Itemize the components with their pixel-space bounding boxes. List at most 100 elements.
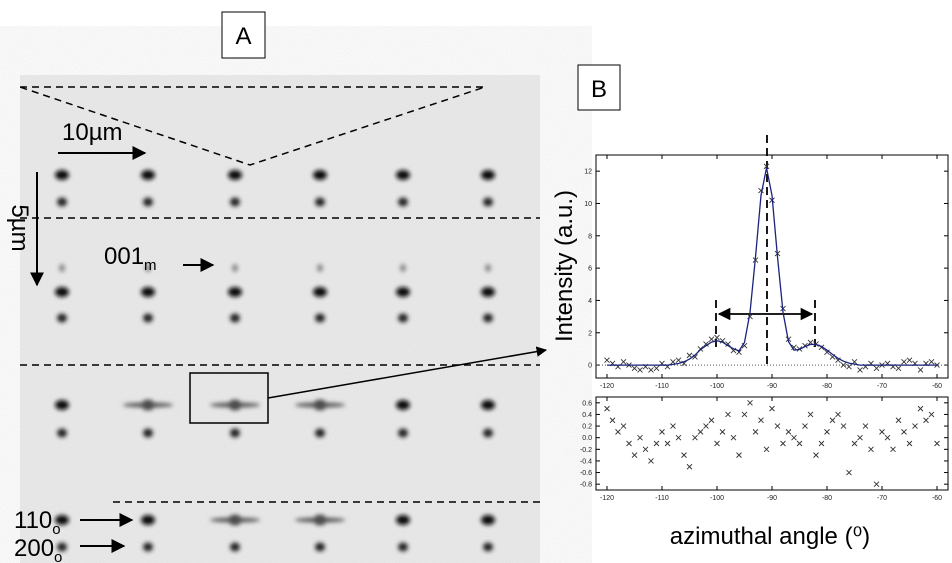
data-point [648,367,654,373]
data-point [873,365,880,372]
x-tick-label: -80 [822,495,832,502]
data-point [928,359,935,365]
data-point [758,417,764,424]
spot [141,170,155,180]
y-tick-label: 0.2 [582,424,592,431]
spot [481,287,495,297]
spot [483,313,493,323]
data-point [648,458,654,464]
y-tick-label: 0 [588,363,592,370]
y-tick-label: 8 [588,233,592,240]
spot [57,197,67,207]
x-tick-label: -60 [932,495,942,502]
y-tick-label: -0.4 [580,458,592,465]
data-point [681,452,687,458]
data-point [714,334,720,341]
spot [55,515,69,525]
spot [481,515,495,525]
data-point [730,434,737,441]
spot [57,542,67,552]
x-tick-label: -110 [655,495,669,502]
x-tick-label: -70 [877,383,887,390]
x-axis-label: azimuthal angle (⁰) [670,523,870,550]
data-point [752,429,759,435]
x-tick-label: -100 [710,495,724,502]
x-tick-label: -120 [600,383,614,390]
y-tick-label: 12 [584,169,592,176]
data-point [829,417,836,424]
spot [141,515,155,525]
spot [55,287,69,297]
spot [313,170,327,180]
data-point [725,411,731,418]
data-point [824,429,830,435]
data-point [631,365,638,372]
spot [228,170,242,180]
data-point [890,446,896,453]
y-tick-label: -0.6 [580,470,592,477]
data-point [675,357,682,364]
streak [210,402,260,408]
x-tick-label: -70 [877,495,887,502]
data-point [686,352,693,359]
streak [123,402,173,408]
spot [230,428,240,438]
panel-label: A [235,23,251,50]
y-axis-label: Intensity (a.u.) [551,190,578,342]
fit-line [607,167,937,366]
streak [210,517,260,523]
data-point [917,367,924,373]
spot [398,197,408,207]
data-point [802,423,808,429]
data-point [895,417,902,424]
data-point [906,357,913,364]
data-point [670,423,676,429]
data-point [796,440,803,447]
y-tick-label: 0.6 [582,400,592,407]
streak [295,402,345,408]
data-point [857,434,863,441]
panel-label-box [577,64,621,111]
data-point [917,405,924,412]
data-point [615,429,621,435]
data-point [818,440,825,447]
data-point [835,411,841,418]
spot [232,264,238,272]
spot [57,428,67,438]
data-point [824,349,830,355]
x-tick-label: -100 [710,383,724,390]
data-point [901,359,907,365]
spot [315,428,325,438]
data-point [626,440,632,447]
data-point [846,469,852,476]
y-tick-label: 4 [588,298,592,305]
data-point [763,163,770,170]
peak-label: 110o [14,507,61,538]
spot [398,428,408,438]
data-point [923,417,929,424]
data-point [840,423,847,429]
data-point [928,411,935,418]
data-point [873,481,880,488]
data-point [692,434,698,441]
data-point [895,365,902,372]
scale-x: 10µm [62,119,123,146]
spot [143,313,153,323]
data-point [604,357,610,364]
spot [481,400,495,410]
y-tick-label: 2 [588,330,592,337]
data-point [703,341,709,347]
y-tick-label: 10 [584,201,592,208]
data-point [741,411,748,418]
data-point [934,440,940,447]
y-tick-label: 6 [588,266,592,273]
data-point [857,367,863,373]
spot [483,197,493,207]
spot [228,287,242,297]
data-point [813,452,819,458]
spot [57,313,67,323]
spot [55,170,69,180]
data-point [769,405,775,412]
spot [141,287,155,297]
